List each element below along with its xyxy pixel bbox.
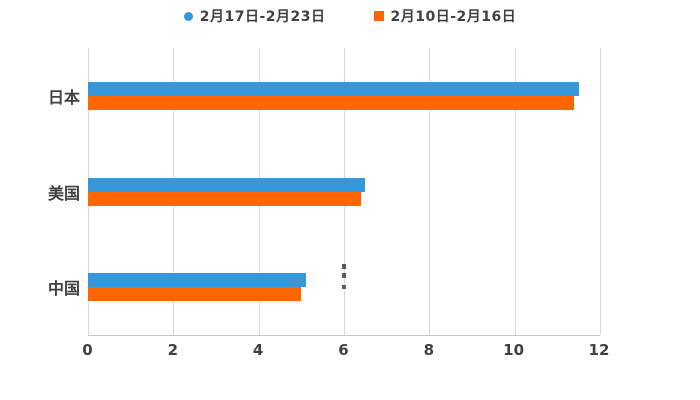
bar-week2-cat0[interactable] <box>88 81 579 96</box>
y-category-label-2: 中国 <box>47 279 80 299</box>
x-tick-label-6: 6 <box>338 341 349 359</box>
x-tick-label-10: 10 <box>503 341 525 359</box>
gridline-x-12 <box>600 48 601 335</box>
y-category-label-0: 日本 <box>47 87 80 107</box>
gridline-smudge-mark-2 <box>342 285 346 289</box>
bar-week1-cat1[interactable] <box>88 191 362 206</box>
legend-item-feb10-16[interactable]: 2月10日-2月16日 <box>373 6 517 26</box>
bar-week2-cat1[interactable] <box>88 177 366 192</box>
bar-week1-cat2[interactable] <box>88 287 302 302</box>
chart-legend: 2月17日-2月23日 2月10日-2月16日 <box>0 6 700 26</box>
bar-week2-cat2[interactable] <box>88 273 306 288</box>
x-tick-label-0: 0 <box>82 341 93 359</box>
legend-label-feb10-16: 2月10日-2月16日 <box>390 9 517 25</box>
x-tick-label-2: 2 <box>167 341 179 359</box>
legend-item-feb17-23[interactable]: 2月17日-2月23日 <box>183 6 326 26</box>
gridline-x-8 <box>429 48 431 335</box>
legend-circle-marker-icon <box>183 11 193 21</box>
bar-week1-cat0[interactable] <box>88 95 575 110</box>
gridline-smudge-mark-1 <box>342 273 346 278</box>
x-tick-label-12: 12 <box>588 341 610 359</box>
y-category-label-1: 美国 <box>47 183 80 203</box>
plot-area <box>88 48 601 336</box>
gridline-smudge-mark-0 <box>342 264 346 269</box>
legend-label-feb17-23: 2月17日-2月23日 <box>199 9 326 25</box>
x-tick-label-4: 4 <box>252 341 264 359</box>
legend-square-marker-icon <box>373 11 384 21</box>
x-tick-label-8: 8 <box>423 341 435 359</box>
gridline-x-10 <box>514 48 516 335</box>
